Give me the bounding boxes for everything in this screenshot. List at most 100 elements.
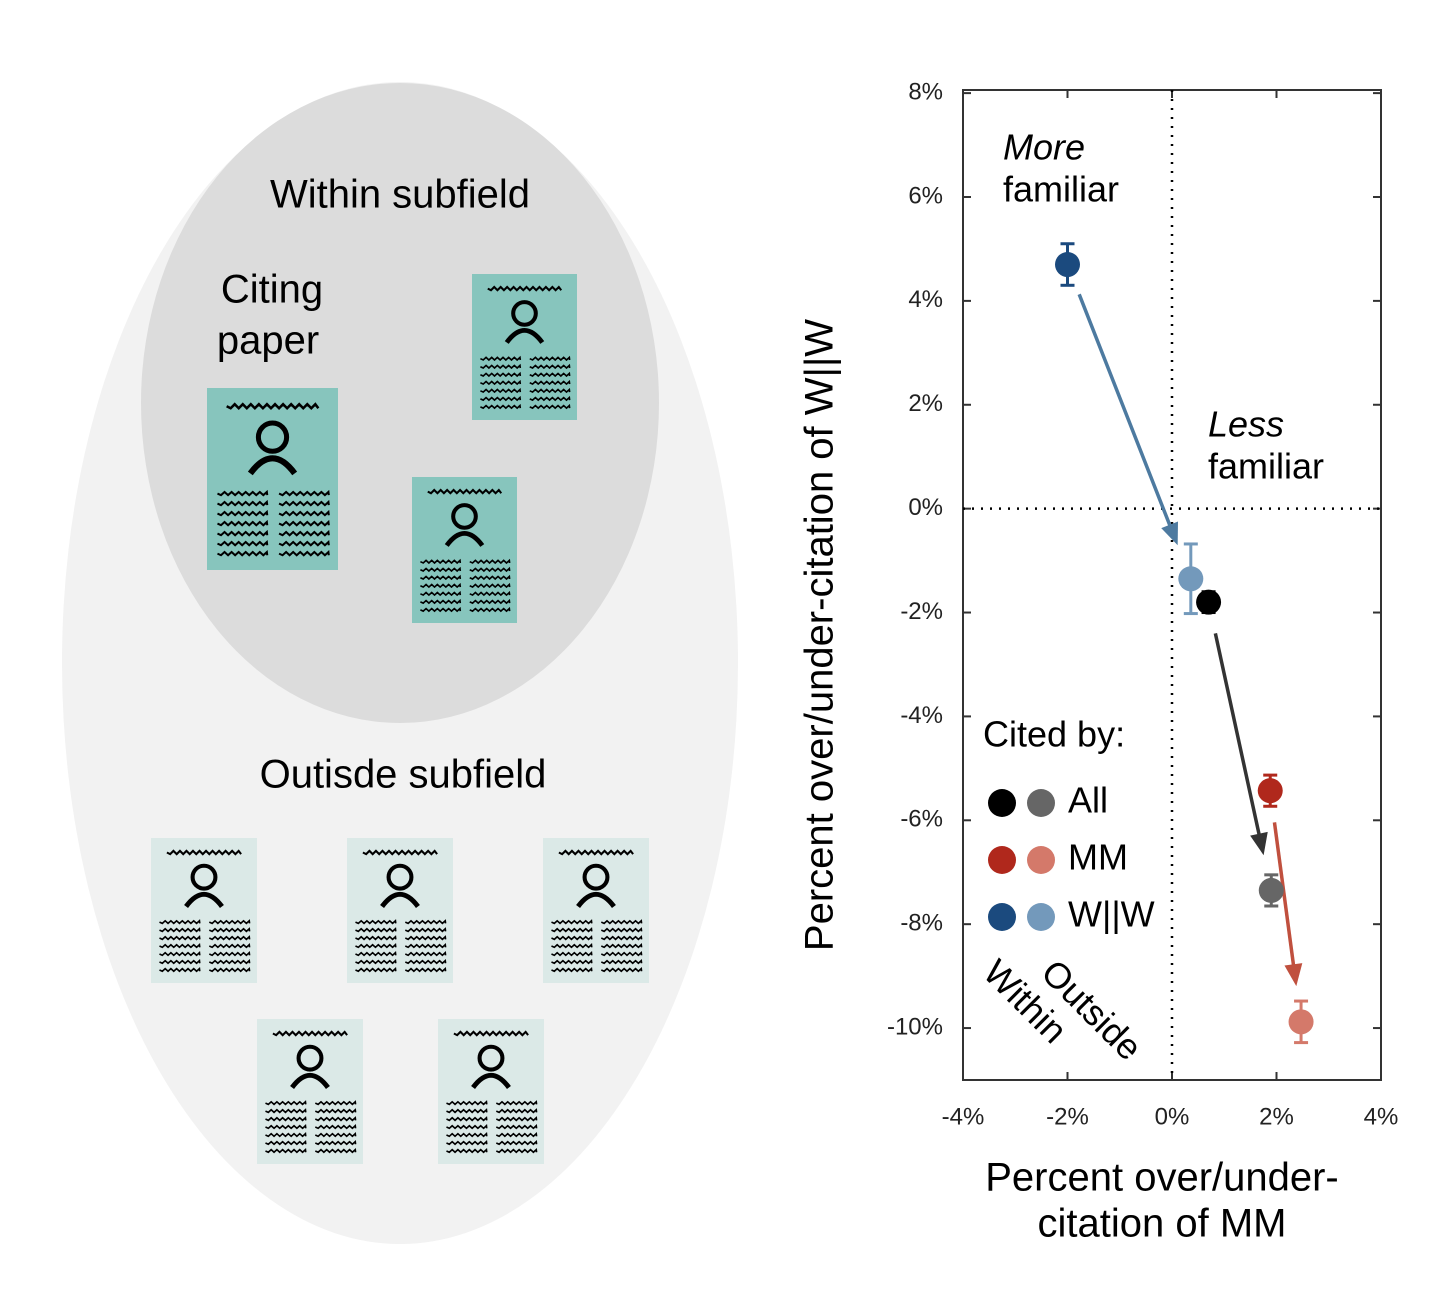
- paper-text: [600, 927, 643, 933]
- paper-text: [314, 1140, 357, 1146]
- paper-text: [551, 927, 593, 933]
- paper-text: [469, 606, 511, 613]
- paper-text: [420, 574, 462, 581]
- paper-text: [469, 598, 511, 605]
- x-tick-label: 2%: [1259, 1103, 1294, 1130]
- paper-text: [600, 935, 643, 941]
- arrow-head: [1161, 521, 1179, 546]
- shift-arrow: [1272, 822, 1303, 987]
- annotation: familiar: [1208, 446, 1324, 487]
- arrow-shaft: [1272, 822, 1297, 977]
- paper-icon: [543, 838, 649, 983]
- paper-text: [159, 966, 201, 973]
- y-tick-label: 0%: [908, 494, 943, 521]
- paper-text: [208, 966, 251, 973]
- paper-sheet: [438, 1019, 544, 1164]
- paper-text: [480, 379, 522, 386]
- paper-text: [314, 1132, 357, 1138]
- legend-swatch: [1027, 789, 1055, 817]
- paper-text: [495, 1108, 538, 1114]
- paper-text: [551, 943, 593, 949]
- paper-sheet: [543, 838, 649, 983]
- legend-swatch: [1027, 846, 1055, 874]
- paper-text: [314, 1108, 357, 1114]
- legend-swatch: [988, 789, 1016, 817]
- paper-title: [166, 849, 242, 856]
- paper-text: [278, 549, 330, 557]
- paper-text: [480, 371, 522, 378]
- paper-text: [355, 966, 397, 973]
- paper-text: [159, 927, 201, 933]
- paper-text: [355, 959, 397, 965]
- paper-text: [355, 943, 397, 949]
- paper-text: [159, 951, 201, 957]
- paper-text: [420, 598, 462, 605]
- point: [1196, 589, 1222, 615]
- paper-head: [255, 420, 290, 454]
- paper-text: [480, 387, 522, 394]
- paper-text: [600, 919, 643, 925]
- paper-text: [278, 489, 330, 497]
- y-tick-label: -10%: [887, 1013, 943, 1040]
- paper-text: [446, 1140, 488, 1146]
- paper-text: [159, 919, 201, 925]
- citing-label: Citing: [221, 268, 323, 312]
- paper-text: [278, 509, 330, 517]
- paper-icon: [412, 477, 517, 623]
- paper-text: [495, 1132, 538, 1138]
- paper-text: [551, 951, 593, 957]
- point: [1257, 778, 1283, 804]
- x-tick-label: -4%: [942, 1103, 985, 1130]
- paper-text: [159, 943, 201, 949]
- point: [1178, 566, 1204, 592]
- paper-text: [159, 935, 201, 941]
- paper-sheet: [412, 477, 517, 623]
- paper-text: [551, 966, 593, 973]
- paper-text: [404, 959, 447, 965]
- legend-swatch: [988, 903, 1016, 931]
- arrow-head: [1284, 963, 1303, 987]
- paper-body: [290, 1072, 330, 1090]
- legend-title: Cited by:: [983, 714, 1125, 755]
- arrow-shaft: [1077, 293, 1176, 537]
- paper-head: [582, 863, 610, 891]
- legend-swatch: [1027, 903, 1055, 931]
- paper-text: [420, 590, 462, 597]
- paper-text: [446, 1124, 488, 1130]
- paper-text: [404, 919, 447, 925]
- paper-head: [511, 300, 538, 327]
- arrow-head: [1250, 831, 1268, 856]
- point: [1258, 877, 1284, 903]
- paper-head: [451, 503, 478, 530]
- paper-text: [480, 355, 522, 362]
- paper-title: [272, 1030, 348, 1037]
- inner-label: Within subfield: [270, 173, 530, 217]
- paper-text: [529, 379, 571, 386]
- paper-text: [208, 935, 251, 941]
- paper-text: [208, 951, 251, 957]
- x-axis-label: Percent over/under-: [985, 1156, 1339, 1200]
- paper-text: [600, 959, 643, 965]
- paper-sheet: [347, 838, 453, 983]
- paper-text: [355, 935, 397, 941]
- citing-label: paper: [217, 319, 319, 363]
- legend-label: MM: [1068, 837, 1128, 878]
- paper-text: [208, 943, 251, 949]
- paper-text: [469, 574, 511, 581]
- paper-head: [296, 1044, 324, 1072]
- paper-text: [529, 355, 571, 362]
- paper-text: [314, 1100, 357, 1106]
- paper-text: [217, 549, 269, 557]
- paper-title: [453, 1030, 529, 1037]
- paper-icon: [472, 274, 577, 420]
- paper-text: [551, 959, 593, 965]
- paper-text: [529, 363, 571, 370]
- legend-label: W||W: [1068, 894, 1155, 935]
- paper-text: [265, 1100, 307, 1106]
- paper-text: [600, 943, 643, 949]
- y-tick-label: 2%: [908, 390, 943, 417]
- arrow-shaft: [1213, 633, 1264, 846]
- paper-text: [469, 582, 511, 589]
- paper-title: [558, 849, 634, 856]
